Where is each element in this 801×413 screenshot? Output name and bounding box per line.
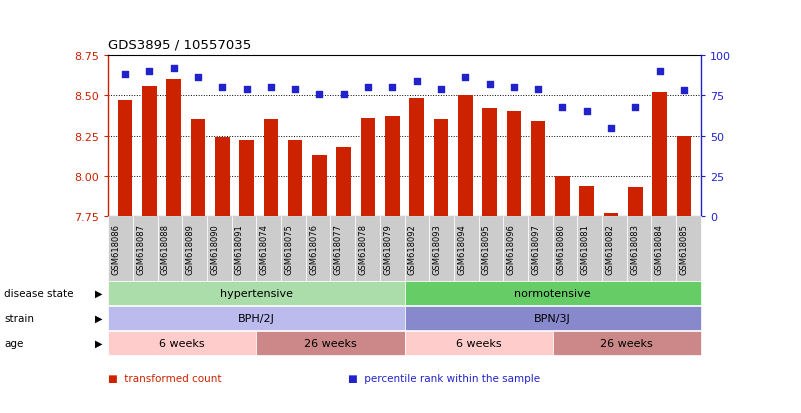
Bar	[531, 122, 545, 217]
Point	[362, 85, 375, 91]
Text: GSM618077: GSM618077	[334, 223, 343, 274]
Text: normotensive: normotensive	[514, 288, 591, 298]
Text: age: age	[4, 338, 23, 348]
Point	[459, 75, 472, 82]
Text: ■  percentile rank within the sample: ■ percentile rank within the sample	[348, 373, 541, 383]
Text: BPN/3J: BPN/3J	[534, 313, 571, 323]
Bar	[409, 99, 424, 217]
Text: 26 weeks: 26 weeks	[601, 338, 653, 348]
Bar	[555, 177, 570, 217]
Text: 6 weeks: 6 weeks	[456, 338, 501, 348]
Text: ▶: ▶	[95, 288, 103, 298]
Point	[264, 85, 277, 91]
Text: GSM618086: GSM618086	[111, 223, 120, 274]
Text: GSM618091: GSM618091	[235, 223, 244, 274]
Point	[216, 85, 229, 91]
Point	[532, 86, 545, 93]
Point	[605, 125, 618, 131]
Text: ■  transformed count: ■ transformed count	[108, 373, 222, 383]
Bar	[167, 80, 181, 217]
Bar	[506, 112, 521, 217]
Text: GDS3895 / 10557035: GDS3895 / 10557035	[108, 39, 252, 52]
Text: GSM618075: GSM618075	[284, 223, 293, 274]
Bar	[385, 117, 400, 217]
Text: GSM618080: GSM618080	[556, 223, 565, 274]
Text: GSM618097: GSM618097	[531, 223, 541, 274]
Text: GSM618079: GSM618079	[383, 223, 392, 274]
Bar	[215, 138, 230, 217]
Text: GSM618087: GSM618087	[136, 223, 145, 274]
Point	[434, 86, 447, 93]
Point	[678, 88, 690, 95]
Text: GSM618090: GSM618090	[211, 223, 219, 274]
Point	[337, 91, 350, 98]
Point	[410, 78, 423, 85]
Text: GSM618089: GSM618089	[186, 223, 195, 274]
Text: GSM618078: GSM618078	[359, 223, 368, 274]
Point	[143, 69, 156, 75]
Bar	[360, 119, 376, 217]
Text: GSM618092: GSM618092	[408, 223, 417, 274]
Bar	[142, 86, 157, 217]
Text: GSM618096: GSM618096	[507, 223, 516, 274]
Bar	[482, 109, 497, 217]
Text: GSM618094: GSM618094	[457, 223, 466, 274]
Text: 6 weeks: 6 weeks	[159, 338, 205, 348]
Text: hypertensive: hypertensive	[219, 288, 293, 298]
Bar	[579, 186, 594, 217]
Point	[167, 65, 180, 72]
Bar	[336, 147, 351, 217]
Point	[556, 104, 569, 111]
Text: GSM618093: GSM618093	[433, 223, 441, 274]
Text: GSM618085: GSM618085	[679, 223, 689, 274]
Bar	[239, 141, 254, 217]
Text: GSM618082: GSM618082	[606, 223, 614, 274]
Point	[653, 69, 666, 75]
Point	[313, 91, 326, 98]
Bar	[191, 120, 205, 217]
Point	[119, 72, 131, 78]
Bar	[288, 141, 303, 217]
Bar	[264, 120, 278, 217]
Point	[507, 85, 520, 91]
Text: BPH/2J: BPH/2J	[238, 313, 275, 323]
Text: ▶: ▶	[95, 313, 103, 323]
Bar	[312, 156, 327, 217]
Text: GSM618088: GSM618088	[161, 223, 170, 274]
Text: GSM618074: GSM618074	[260, 223, 268, 274]
Text: GSM618081: GSM618081	[581, 223, 590, 274]
Text: strain: strain	[4, 313, 34, 323]
Point	[629, 104, 642, 111]
Bar	[652, 93, 667, 217]
Point	[240, 86, 253, 93]
Text: GSM618083: GSM618083	[630, 223, 639, 274]
Bar	[677, 136, 691, 217]
Text: GSM618084: GSM618084	[655, 223, 664, 274]
Point	[580, 109, 593, 116]
Point	[386, 85, 399, 91]
Text: 26 weeks: 26 weeks	[304, 338, 356, 348]
Text: GSM618095: GSM618095	[482, 223, 491, 274]
Bar	[433, 120, 449, 217]
Point	[289, 86, 302, 93]
Point	[191, 75, 204, 82]
Text: disease state: disease state	[4, 288, 74, 298]
Bar	[458, 96, 473, 217]
Bar	[118, 101, 132, 217]
Bar	[604, 214, 618, 217]
Point	[483, 81, 496, 88]
Text: GSM618076: GSM618076	[309, 223, 318, 274]
Text: ▶: ▶	[95, 338, 103, 348]
Bar	[628, 188, 642, 217]
